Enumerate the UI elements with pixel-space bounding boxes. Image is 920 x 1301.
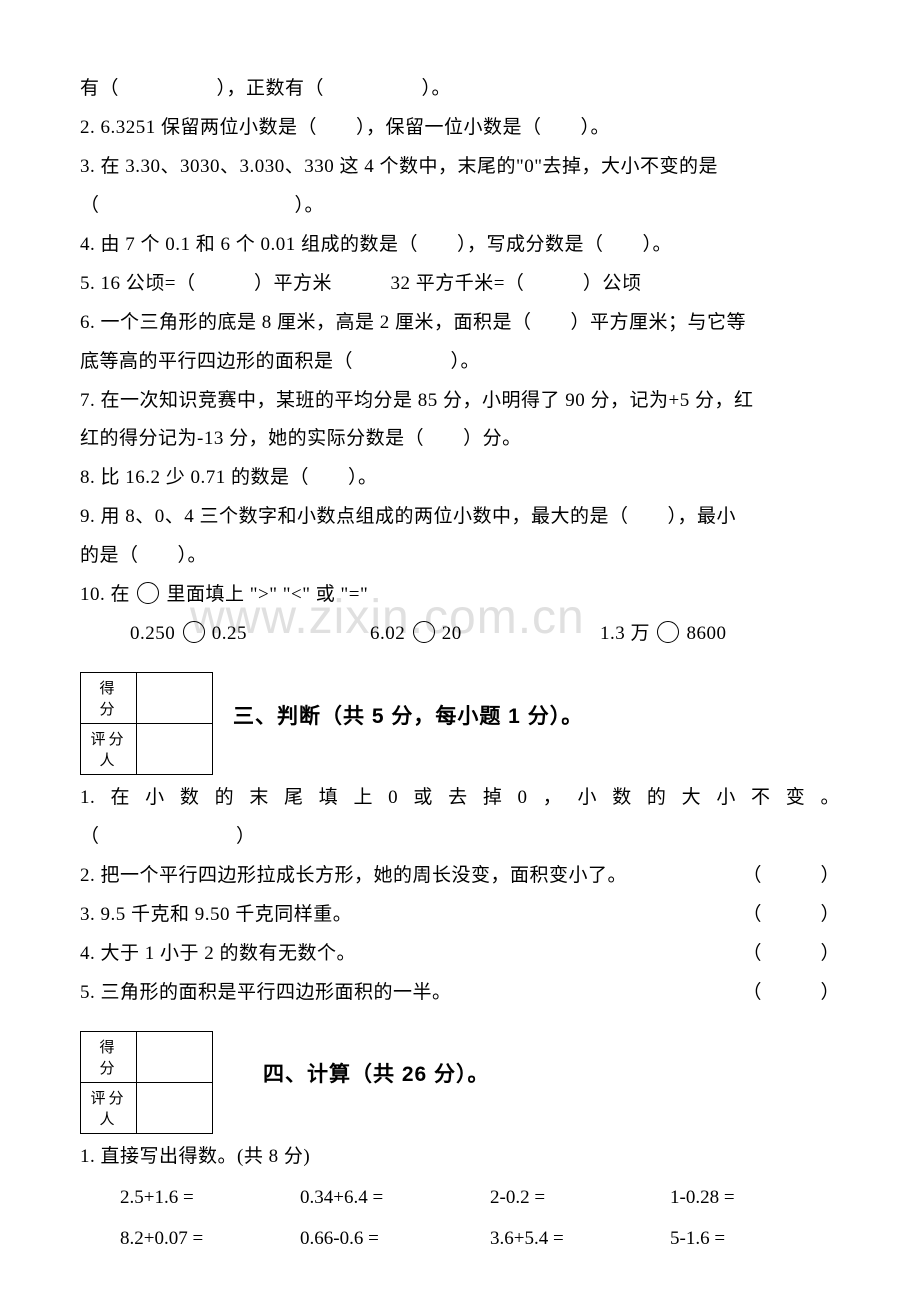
q3-line1: 3. 在 3.30、3030、3.030、330 这 4 个数中，末尾的"0"去…: [80, 148, 840, 187]
q9-line1: 9. 用 8、0、4 三个数字和小数点组成的两位小数中，最大的是（ ），最小: [80, 498, 840, 537]
judge-5-text: 5. 三角形的面积是平行四边形面积的一半。: [80, 982, 452, 1003]
judge-4-bracket: （ ）: [742, 935, 840, 974]
q10-3a: 1.3 万: [600, 623, 650, 644]
calc-2c: 3.6+5.4 =: [490, 1218, 670, 1260]
score-cell: [137, 1031, 213, 1082]
circle-icon: [413, 621, 435, 643]
q6-line1: 6. 一个三角形的底是 8 厘米，高是 2 厘米，面积是（ ）平方厘米；与它等: [80, 304, 840, 343]
grader-cell: [137, 724, 213, 775]
q10-line2: 0.250 0.25 6.02 20 1.3 万 8600: [80, 615, 840, 654]
judge-1-text: 1.在小数的末尾填上0或去掉0，小数的大小不变。: [80, 787, 840, 808]
q5: 5. 16 公顷=（ ）平方米 32 平方千米=（ ）公顷: [80, 265, 840, 304]
calc-1c: 2-0.2 =: [490, 1177, 670, 1219]
judge-3-bracket: （ ）: [742, 896, 840, 935]
q6-line2: 底等高的平行四边形的面积是（ ）。: [80, 343, 840, 382]
q10-3b: 8600: [687, 623, 727, 644]
circle-icon: [137, 582, 159, 604]
q10-1b: 0.25: [212, 623, 247, 644]
calc-1d: 1-0.28 =: [670, 1177, 820, 1219]
q1-line2: 有（ ），正数有（ ）。: [80, 70, 840, 109]
judge-2-bracket: （ ）: [742, 857, 840, 896]
q4: 4. 由 7 个 0.1 和 6 个 0.01 组成的数是（ ），写成分数是（ …: [80, 226, 840, 265]
score-label: 得 分: [81, 1031, 137, 1082]
document-body: 有（ ），正数有（ ）。 2. 6.3251 保留两位小数是（ ），保留一位小数…: [80, 70, 840, 1260]
calc-row-1: 2.5+1.6 = 0.34+6.4 = 2-0.2 = 1-0.28 =: [80, 1177, 840, 1219]
score-label: 得 分: [81, 673, 137, 724]
calc-2d: 5-1.6 =: [670, 1218, 820, 1260]
q7-line2: 红的得分记为-13 分，她的实际分数是（ ）分。: [80, 420, 840, 459]
calc-2b: 0.66-0.6 =: [300, 1218, 490, 1260]
q7-line1: 7. 在一次知识竞赛中，某班的平均分是 85 分，小明得了 90 分，记为+5 …: [80, 382, 840, 421]
section-3-title: 三、判断（共 5 分，每小题 1 分）。: [233, 700, 583, 730]
score-box: 得 分 评分人: [80, 672, 213, 775]
judge-1-line1: 1.在小数的末尾填上0或去掉0，小数的大小不变。: [80, 779, 840, 818]
q10-suffix: 里面填上 ">" "<" 或 "=": [167, 584, 369, 605]
calc-title: 1. 直接写出得数。(共 8 分): [80, 1138, 840, 1177]
q10-2b: 20: [442, 623, 462, 644]
q10-prefix: 10. 在: [80, 584, 130, 605]
q9-line2: 的是（ ）。: [80, 537, 840, 576]
judge-4: 4. 大于 1 小于 2 的数有无数个。 （ ）: [80, 935, 840, 974]
judge-2: 2. 把一个平行四边形拉成长方形，她的周长没变，面积变小了。 （ ）: [80, 857, 840, 896]
q10-2a: 6.02: [370, 623, 405, 644]
grader-label: 评分人: [81, 724, 137, 775]
score-cell: [137, 673, 213, 724]
section-4-title: 四、计算（共 26 分）。: [233, 1058, 490, 1088]
circle-icon: [657, 621, 679, 643]
q10-1a: 0.250: [130, 623, 175, 644]
circle-icon: [183, 621, 205, 643]
judge-4-text: 4. 大于 1 小于 2 的数有无数个。: [80, 943, 356, 964]
section-4-header: 得 分 评分人 四、计算（共 26 分）。: [80, 1013, 840, 1134]
score-box: 得 分 评分人: [80, 1031, 213, 1134]
judge-5-bracket: （ ）: [742, 974, 840, 1013]
calc-2a: 8.2+0.07 =: [120, 1218, 300, 1260]
q8: 8. 比 16.2 少 0.71 的数是（ ）。: [80, 459, 840, 498]
judge-2-text: 2. 把一个平行四边形拉成长方形，她的周长没变，面积变小了。: [80, 865, 627, 886]
q2: 2. 6.3251 保留两位小数是（ ），保留一位小数是（ ）。: [80, 109, 840, 148]
q3-line2: （ ）。: [80, 187, 840, 226]
judge-5: 5. 三角形的面积是平行四边形面积的一半。 （ ）: [80, 974, 840, 1013]
calc-row-2: 8.2+0.07 = 0.66-0.6 = 3.6+5.4 = 5-1.6 =: [80, 1218, 840, 1260]
grader-label: 评分人: [81, 1082, 137, 1133]
calc-1a: 2.5+1.6 =: [120, 1177, 300, 1219]
section-3-header: 得 分 评分人 三、判断（共 5 分，每小题 1 分）。: [80, 654, 840, 775]
judge-3: 3. 9.5 千克和 9.50 千克同样重。 （ ）: [80, 896, 840, 935]
calc-1b: 0.34+6.4 =: [300, 1177, 490, 1219]
judge-3-text: 3. 9.5 千克和 9.50 千克同样重。: [80, 904, 352, 925]
judge-1-line2: （ ）: [80, 818, 840, 857]
grader-cell: [137, 1082, 213, 1133]
q10-line1: 10. 在 里面填上 ">" "<" 或 "=": [80, 576, 840, 615]
